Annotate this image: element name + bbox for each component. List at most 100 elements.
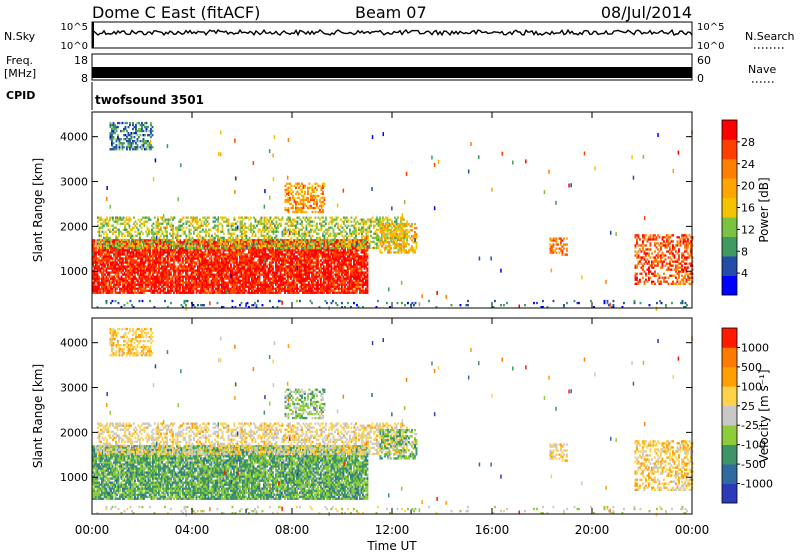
scatter-cell [97,224,99,227]
scatter-cell [124,242,126,245]
scatter-cell [140,289,142,292]
scatter-cell [160,234,162,237]
scatter-cell [299,271,301,274]
scatter-cell [141,249,144,252]
scatter-cell [303,277,306,280]
scatter-cell [93,259,96,262]
scatter-cell [149,218,152,221]
scatter-cell [264,253,267,256]
scatter-cell [276,251,279,254]
scatter-cell [136,222,138,225]
scatter-cell [344,289,346,292]
scatter-cell [278,251,280,254]
scatter-cell [354,257,357,260]
scatter-cell [311,271,313,274]
scatter-cell [186,257,189,260]
scatter-cell [288,281,291,284]
scatter-cell [143,216,146,219]
scatter-cell [128,285,130,288]
scatter-cell [252,287,255,290]
scatter-cell [146,269,148,272]
scatter-cell [119,291,121,294]
scatter-cell [240,255,243,258]
scatter-cell [363,263,366,266]
scatter-cell [188,240,191,243]
scatter-cell [233,239,235,242]
scatter-cell [278,261,280,264]
scatter-cell [131,289,133,292]
scatter-cell [98,257,100,260]
scatter-cell [338,253,340,256]
scatter-cell [228,245,231,248]
scatter-cell [110,238,113,241]
scatter-cell [189,251,192,254]
scatter-cell [273,249,276,252]
scatter-cell [306,261,309,264]
scatter-cell [221,265,223,268]
scatter-cell [149,253,151,256]
scatter-cell [146,239,148,242]
scatter-cell [152,253,154,256]
scatter-cell [126,287,129,290]
scatter-cell [246,263,249,266]
scatter-cell [239,239,241,242]
scatter-cell [315,259,318,262]
scatter-cell [101,245,103,248]
scatter-cell [299,281,301,284]
scatter-cell [176,269,178,272]
scatter-cell [115,230,117,233]
scatter-cell [239,259,241,262]
scatter-cell [206,243,208,246]
scatter-cell [108,275,111,278]
scatter-cell [221,257,223,260]
scatter-cell [287,279,289,282]
scatter-cell [356,269,358,272]
scatter-cell [332,245,334,248]
scatter-cell [197,285,199,288]
scatter-cell [92,287,94,290]
scatter-cell [152,244,155,248]
scatter-cell [264,271,267,274]
scatter-cell [116,222,119,225]
scatter-cell [305,245,307,248]
scatter-cell [242,228,245,231]
scatter-cell [284,283,286,286]
scatter-cell [124,234,126,237]
scatter-cell [177,289,180,292]
scatter-cell [290,291,292,294]
scatter-cell [182,242,185,245]
scatter-cell [184,232,186,235]
scatter-cell [126,259,129,262]
scatter-cell [230,245,232,248]
scatter-cell [96,265,99,268]
scatter-cell [250,238,252,241]
scatter-cell [308,283,310,286]
scatter-cell [238,242,240,245]
scatter-cell [261,273,264,276]
scatter-cell [345,251,348,254]
scatter-cell [260,239,262,242]
scatter-cell [296,251,298,254]
scatter-cell [224,246,227,250]
scatter-cell [245,273,247,276]
scatter-cell [198,265,201,268]
scatter-cell [140,230,143,233]
scatter-cell [323,261,325,264]
scatter-cell [102,267,105,270]
scatter-cell [147,243,150,246]
scatter-cell [359,275,361,278]
scatter-cell [158,281,160,284]
scatter-cell [348,275,351,278]
scatter-cell [142,240,144,243]
scatter-cell [236,289,238,292]
scatter-cell [205,234,207,237]
scatter-cell [215,218,218,221]
scatter-cell [93,291,96,294]
scatter-cell [144,247,147,250]
scatter-cell [155,239,157,242]
scatter-cell [299,265,301,268]
scatter-cell [153,277,156,280]
scatter-cell [168,285,171,288]
scatter-cell [350,283,352,286]
scatter-cell [315,249,318,252]
